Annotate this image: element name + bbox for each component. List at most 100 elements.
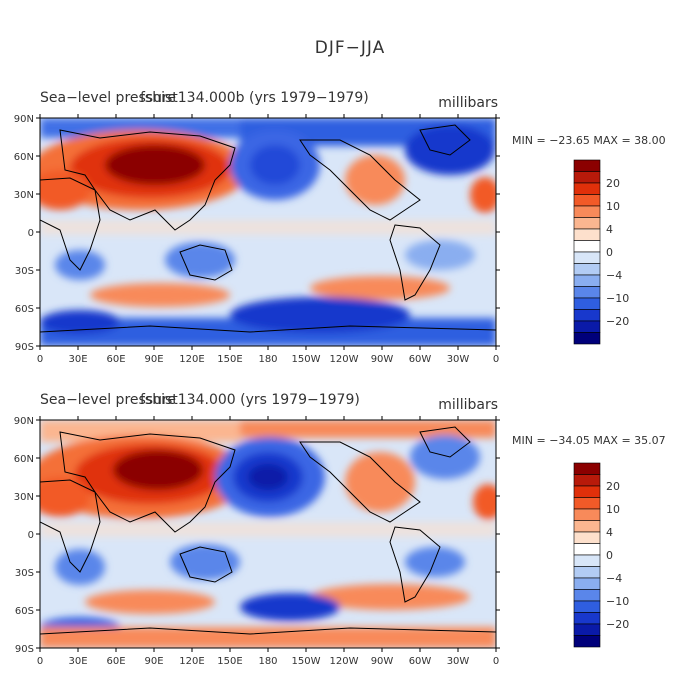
colorbar-swatch [573, 485, 601, 498]
lon-label: 60E [106, 656, 125, 667]
lat-label: 0 [28, 530, 34, 541]
colorbar-swatch [573, 320, 601, 333]
panel-2-min-max: MIN = −34.05 MAX = 35.07 [512, 434, 666, 447]
lon-label: 120W [330, 354, 359, 365]
panel-2-subtitle: fshist134.000 (yrs 1979−1979) [140, 392, 360, 408]
colorbar-swatch [573, 520, 601, 533]
panel-1-min-label: MIN = [512, 134, 546, 147]
lat-label: 90N [14, 114, 34, 125]
lat-label: 90N [14, 416, 34, 427]
panel-1-colorbar-labels: 20 10 4 0 −4 −10 −20 [606, 177, 629, 328]
panel-1-lat-axis: 90N 60N 30N 0 30S 60S 90S [14, 114, 500, 353]
colorbar-swatch [573, 205, 601, 218]
panel-2-colorbar: 20 10 4 0 −4 −10 −20 [573, 462, 629, 648]
lon-label: 0 [493, 656, 499, 667]
lat-label: 90S [15, 342, 34, 353]
lon-label: 30E [68, 354, 87, 365]
panel-2-coastlines [40, 426, 496, 635]
lat-label: 60S [15, 606, 34, 617]
colorbar-label: −10 [606, 292, 629, 305]
colorbar-swatch [573, 635, 601, 648]
colorbar-label: −20 [606, 618, 629, 631]
lon-label: 120E [179, 354, 204, 365]
lat-label: 60N [14, 152, 34, 163]
figure-title: DJF−JJA [314, 38, 386, 58]
panel-2-lat-axis: 90N 60N 30N 0 30S 60S 90S [14, 416, 500, 655]
colorbar-swatch [573, 332, 601, 345]
colorbar-swatch [573, 309, 601, 322]
colorbar-swatch [573, 612, 601, 625]
lon-label: 150E [217, 656, 242, 667]
colorbar-label: 0 [606, 246, 613, 259]
panel-1-max-value: 38.00 [634, 134, 666, 147]
lon-label: 120W [330, 656, 359, 667]
panel-1-units: millibars [438, 95, 498, 111]
lon-label: 0 [37, 354, 43, 365]
panel-2-units: millibars [438, 397, 498, 413]
lat-label: 30N [14, 492, 34, 503]
colorbar-swatch [573, 217, 601, 230]
colorbar-swatch [573, 297, 601, 310]
colorbar-swatch [573, 159, 601, 172]
lon-label: 60W [409, 656, 432, 667]
lon-label: 120E [179, 656, 204, 667]
lon-label: 30E [68, 656, 87, 667]
panel-1-pressure-field [40, 118, 496, 346]
colorbar-label: 0 [606, 549, 613, 562]
colorbar-swatch [573, 286, 601, 299]
colorbar-label: 10 [606, 503, 620, 516]
colorbar-swatch [573, 171, 601, 184]
panel-2-max-value: 35.07 [634, 434, 666, 447]
panel-2-min-label: MIN = [512, 434, 546, 447]
lat-label: 30N [14, 190, 34, 201]
colorbar-label: 4 [606, 526, 613, 539]
lon-label: 30W [447, 354, 470, 365]
panel-2-colorbar-labels: 20 10 4 0 −4 −10 −20 [606, 480, 629, 631]
colorbar-label: −10 [606, 595, 629, 608]
panel-2-colorbar-boxes [573, 462, 601, 648]
panel-1-coastlines [40, 124, 496, 333]
lon-label: 90W [371, 656, 394, 667]
panel-2-lon-axis: 0 30E 60E 90E 120E 150E 180 150W 120W 90W 60W 30W 0 [37, 416, 499, 667]
colorbar-label: 4 [606, 223, 613, 236]
lon-label: 150W [292, 354, 321, 365]
panel-2-map: 90N 60N 30N 0 30S 60S 90S 0 30E 60E 90E 120E 150E 18… [14, 416, 500, 667]
colorbar-swatch [573, 554, 601, 567]
panel-2-max-label: MAX = [593, 434, 631, 447]
panel-1-max-label: MAX = [593, 134, 631, 147]
panel-2-pressure-field [40, 420, 496, 648]
lat-label: 90S [15, 644, 34, 655]
colorbar-swatch [573, 251, 601, 264]
colorbar-label: 10 [606, 200, 620, 213]
panel-1-colorbar: 20 10 4 0 −4 −10 −20 [573, 159, 629, 345]
colorbar-swatch [573, 508, 601, 521]
panel-1-subtitle: fshist134.000b (yrs 1979−1979) [140, 90, 369, 106]
lon-label: 60E [106, 354, 125, 365]
lat-label: 60N [14, 454, 34, 465]
lon-label: 150W [292, 656, 321, 667]
panel-1-lon-axis: 0 30E 60E 90E 120E 150E 180 150W 120W 90W 60W 30W 0 [37, 114, 499, 365]
colorbar-swatch [573, 577, 601, 590]
lon-label: 0 [493, 354, 499, 365]
lon-label: 180 [258, 656, 277, 667]
colorbar-swatch [573, 497, 601, 510]
colorbar-swatch [573, 228, 601, 241]
panel-1-min-value: −23.65 [549, 134, 590, 147]
panel-1-title: Sea−level pressure [40, 90, 177, 106]
panel-1-min-max: MIN = −23.65 MAX = 38.00 [512, 134, 666, 147]
colorbar-swatch [573, 589, 601, 602]
panel-1-colorbar-boxes [573, 159, 601, 345]
lat-label: 30S [15, 266, 34, 277]
colorbar-label: 20 [606, 480, 620, 493]
colorbar-swatch [573, 263, 601, 276]
colorbar-swatch [573, 600, 601, 613]
lat-label: 30S [15, 568, 34, 579]
colorbar-swatch [573, 543, 601, 556]
lon-label: 150E [217, 354, 242, 365]
colorbar-label: −20 [606, 315, 629, 328]
colorbar-swatch [573, 566, 601, 579]
lat-label: 0 [28, 228, 34, 239]
colorbar-swatch [573, 182, 601, 195]
lon-label: 0 [37, 656, 43, 667]
lon-label: 90E [144, 656, 163, 667]
